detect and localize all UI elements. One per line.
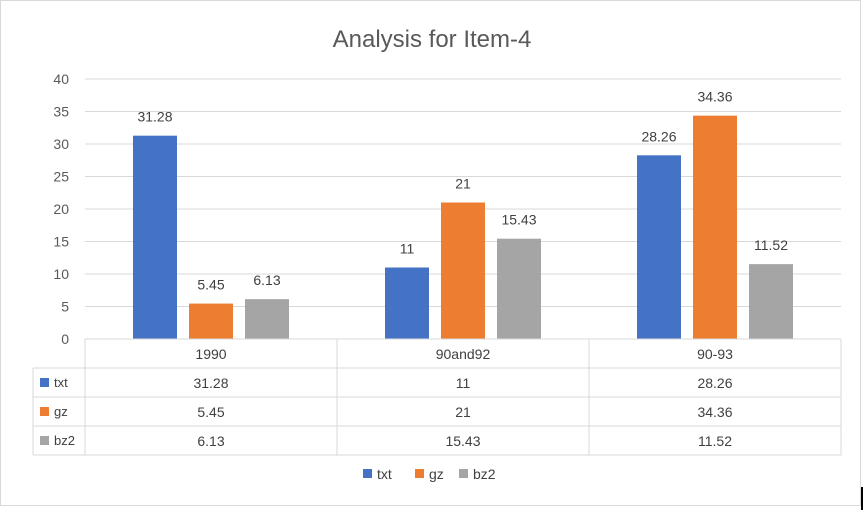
x-category-label: 90and92 [436,346,491,362]
data-label: 5.45 [197,277,224,293]
bar-txt [385,267,429,339]
table-cell: 21 [455,404,471,420]
legend-label: bz2 [473,466,496,482]
table-cell: 5.45 [197,404,224,420]
table-cell: 34.36 [697,404,732,420]
table-legend-key-txt [40,378,49,387]
bar-txt [133,135,177,339]
y-tick-label: 25 [53,169,69,185]
data-label: 21 [455,176,471,192]
table-legend-key-bz2 [40,436,49,445]
bar-bz2 [245,299,289,339]
table-cell: 11.52 [698,433,732,449]
legend-key-gz [415,469,424,478]
y-tick-label: 35 [53,104,69,120]
y-tick-label: 40 [53,71,69,87]
chart-title: Analysis for Item-4 [333,26,532,53]
data-label: 15.43 [501,212,536,228]
bar-gz [693,115,737,339]
data-label: 31.28 [137,109,172,125]
bar-txt [637,155,681,339]
y-tick-label: 15 [53,234,69,250]
data-label: 28.26 [641,128,676,144]
data-label: 34.36 [697,89,732,105]
table-row-label: gz [54,404,68,419]
x-category-label: 1990 [195,346,226,362]
y-tick-label: 20 [53,201,69,217]
table-cell: 6.13 [197,433,224,449]
table-cell: 15.43 [445,433,480,449]
window-edge [861,487,863,510]
y-tick-label: 0 [61,331,69,347]
legend-label: txt [377,466,392,482]
table-row-label: txt [54,375,68,390]
data-label: 11 [400,241,415,257]
table-cell: 31.28 [193,375,228,391]
legend-key-bz2 [459,469,468,478]
y-tick-label: 5 [61,299,69,315]
bar-gz [189,303,233,339]
legend-key-txt [363,469,372,478]
y-tick-label: 30 [53,136,69,152]
y-tick-label: 10 [53,266,69,282]
bar-bz2 [497,238,541,339]
table-row-label: bz2 [54,433,75,448]
bar-bz2 [749,264,793,339]
x-category-label: 90-93 [697,346,733,362]
data-label: 6.13 [253,272,280,288]
data-label: 11.52 [754,237,788,253]
bar-gz [441,202,485,339]
legend-label: gz [429,466,444,482]
table-legend-key-gz [40,407,49,416]
table-cell: 11 [456,375,471,391]
table-cell: 28.26 [697,375,732,391]
